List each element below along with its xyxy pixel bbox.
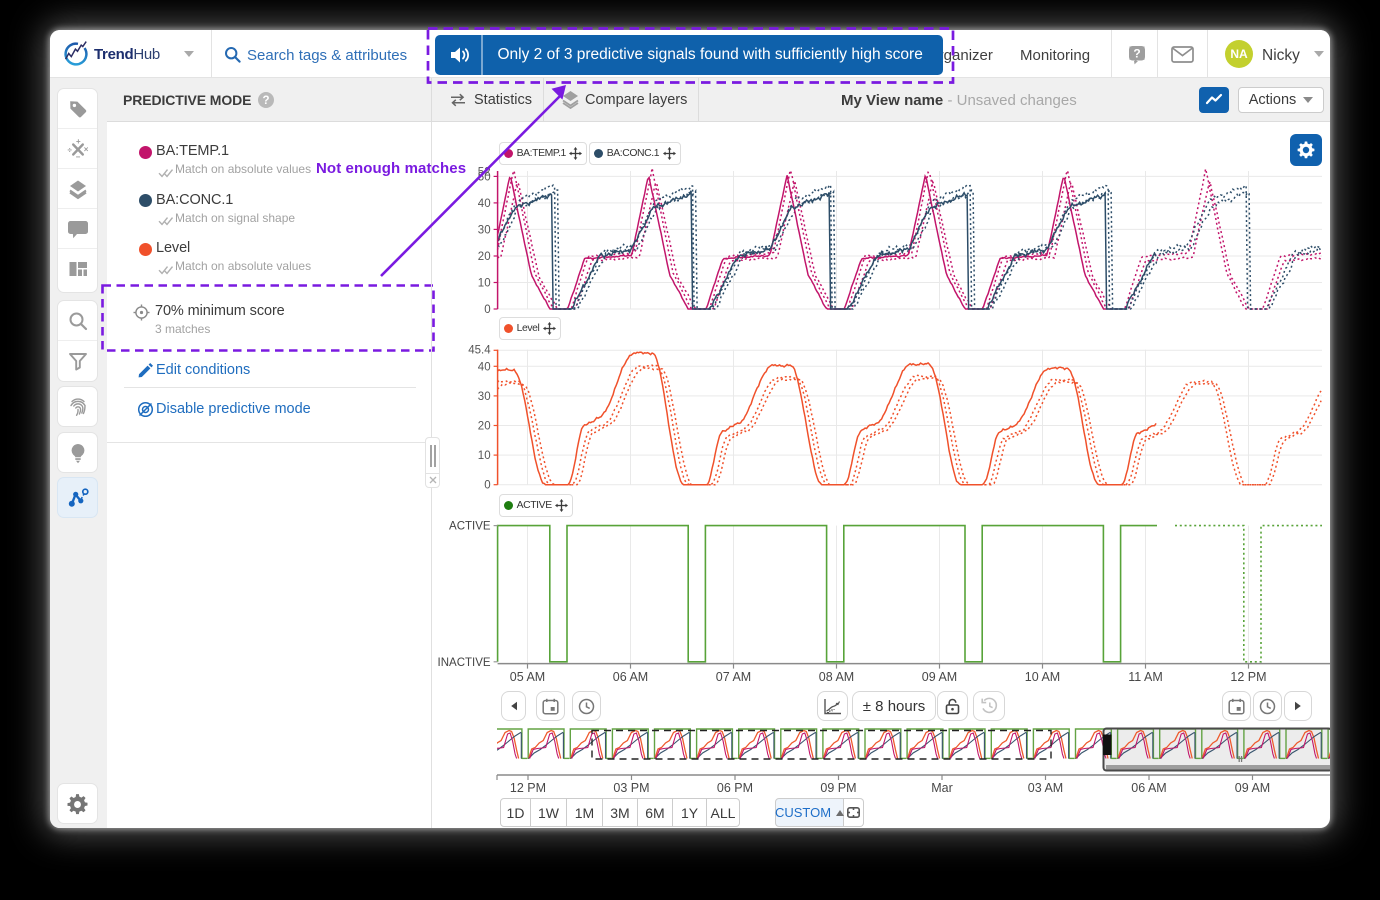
svg-text:10: 10 [478, 450, 491, 462]
svg-text:12 PM: 12 PM [1230, 670, 1266, 684]
svg-text:11 AM: 11 AM [1128, 670, 1163, 684]
svg-text:Mar: Mar [931, 781, 953, 795]
svg-text:09 AM: 09 AM [1235, 781, 1270, 795]
svg-text:40: 40 [478, 361, 491, 373]
svg-text:÷: ÷ [67, 145, 72, 154]
svg-text:09 AM: 09 AM [922, 670, 957, 684]
svg-text:45.4: 45.4 [468, 345, 491, 357]
svg-text:0: 0 [484, 480, 490, 492]
svg-text:09 PM: 09 PM [820, 781, 856, 795]
svg-text:06 PM: 06 PM [717, 781, 753, 795]
svg-text:ACTIVE: ACTIVE [449, 521, 491, 533]
svg-text:07 AM: 07 AM [716, 670, 751, 684]
svg-text:20: 20 [478, 421, 491, 433]
svg-text:03 AM: 03 AM [1028, 781, 1063, 795]
svg-text:06 AM: 06 AM [613, 670, 648, 684]
svg-text:INACTIVE: INACTIVE [438, 657, 491, 669]
svg-text:×: × [83, 144, 88, 153]
svg-text:0: 0 [484, 304, 490, 316]
svg-text:12 PM: 12 PM [510, 781, 546, 795]
svg-text:II: II [1238, 754, 1243, 764]
svg-text:?: ? [1133, 47, 1140, 61]
svg-text:06 AM: 06 AM [1131, 781, 1166, 795]
svg-text:+: + [76, 138, 81, 146]
svg-text:30: 30 [478, 391, 491, 403]
svg-text:03 PM: 03 PM [613, 781, 649, 795]
svg-text:08 AM: 08 AM [819, 670, 854, 684]
svg-text:−: − [75, 152, 80, 159]
svg-text:10 AM: 10 AM [1025, 670, 1060, 684]
svg-text:05 AM: 05 AM [510, 670, 545, 684]
svg-text:?: ? [262, 95, 269, 107]
